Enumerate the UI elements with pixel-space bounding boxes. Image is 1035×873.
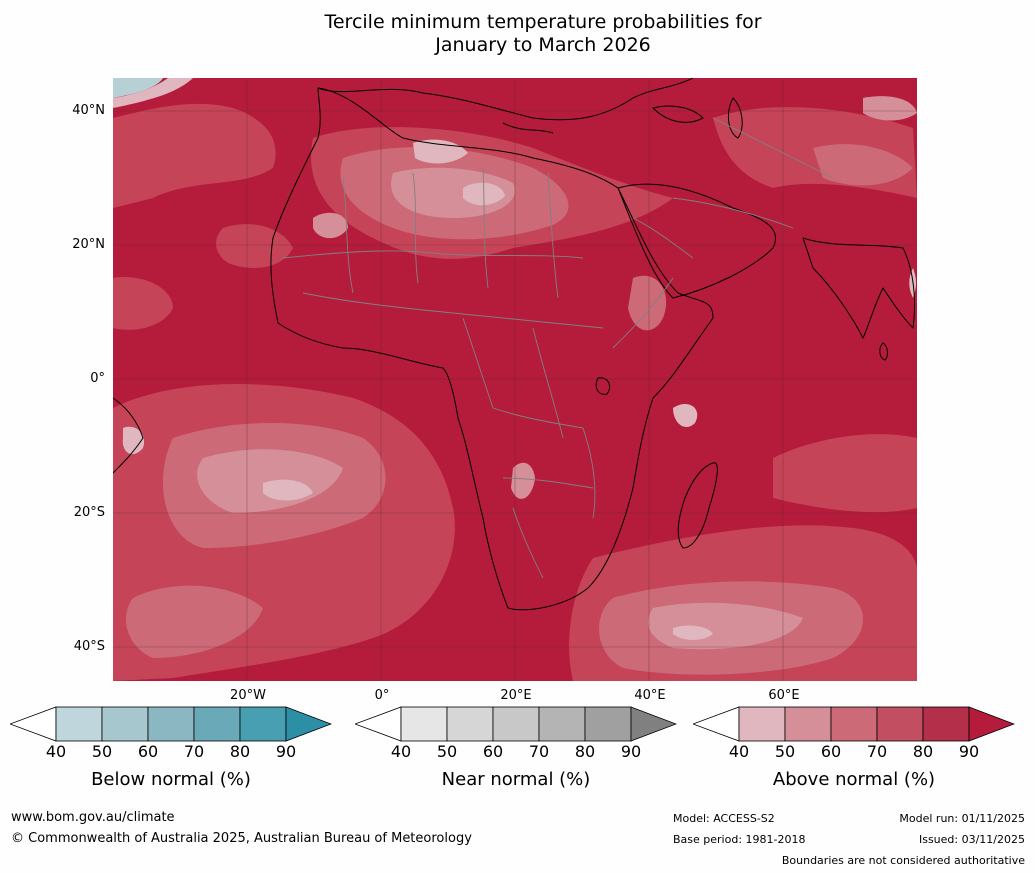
country-borders	[282, 117, 834, 579]
cbar-near-60-70	[492, 706, 540, 742]
tick-near-90: 90	[620, 742, 642, 761]
cbar-below-80-90	[239, 706, 287, 742]
map-title: Tercile minimum temperature probabilitie…	[213, 11, 873, 57]
tick-above-70: 70	[866, 742, 888, 761]
tick-above-80: 80	[912, 742, 934, 761]
lat-label-0: 0°	[90, 371, 105, 386]
cbar-near-40-50	[400, 706, 448, 742]
colorbar-below-svg	[10, 706, 332, 742]
lat-label-20n: 20°N	[72, 237, 105, 252]
probability-map	[113, 78, 917, 681]
cool-patch	[113, 78, 163, 98]
cbar-above-under	[693, 706, 740, 742]
tick-near-50: 50	[436, 742, 458, 761]
cbar-below-70-80	[193, 706, 241, 742]
colorbar-near-normal	[355, 706, 677, 742]
tick-below-90: 90	[275, 742, 297, 761]
tick-below-40: 40	[45, 742, 67, 761]
lat-label-20s: 20°S	[73, 505, 105, 520]
tick-below-70: 70	[183, 742, 205, 761]
model-name: Model: ACCESS-S2	[673, 812, 775, 825]
colorbar-below-normal	[10, 706, 332, 742]
lon-label-40e: 40°E	[634, 688, 666, 703]
lon-label-20e: 20°E	[500, 688, 532, 703]
map-canvas	[113, 78, 917, 681]
colorbar-title-near: Near normal (%)	[441, 769, 591, 790]
lon-label-0: 0°	[374, 688, 390, 703]
light-patch-nw	[113, 78, 193, 108]
tick-near-80: 80	[574, 742, 596, 761]
lon-label-20w: 20°W	[230, 688, 266, 703]
cbar-above-60-70	[830, 706, 878, 742]
tick-near-40: 40	[390, 742, 412, 761]
tick-below-80: 80	[229, 742, 251, 761]
cbar-near-50-60	[446, 706, 494, 742]
colorbar-near-svg	[355, 706, 677, 742]
lon-label-60e: 60°E	[768, 688, 800, 703]
cbar-above-50-60	[784, 706, 832, 742]
cbar-near-under	[355, 706, 402, 742]
cbar-near-80-90	[584, 706, 632, 742]
title-line-2: January to March 2026	[435, 34, 651, 56]
title-line-1: Tercile minimum temperature probabilitie…	[324, 11, 762, 33]
tick-near-70: 70	[528, 742, 550, 761]
tick-above-60: 60	[820, 742, 842, 761]
cbar-near-70-80	[538, 706, 586, 742]
website-link[interactable]: www.bom.gov.au/climate	[11, 810, 175, 825]
coastlines	[113, 78, 915, 611]
tick-below-60: 60	[137, 742, 159, 761]
issued-date: Issued: 03/11/2025	[918, 833, 1025, 846]
lat-label-40n: 40°N	[72, 103, 105, 118]
copyright-text: © Commonwealth of Australia 2025, Austra…	[11, 831, 472, 846]
boundary-disclaimer: Boundaries are not considered authoritat…	[781, 854, 1025, 867]
tick-above-50: 50	[774, 742, 796, 761]
model-run: Model run: 01/11/2025	[899, 812, 1025, 825]
base-period: Base period: 1981-2018	[673, 833, 806, 846]
cbar-below-60-70	[147, 706, 195, 742]
tick-near-60: 60	[482, 742, 504, 761]
cbar-below-40-50	[55, 706, 103, 742]
cbar-above-80-90	[922, 706, 970, 742]
tick-below-50: 50	[91, 742, 113, 761]
colorbar-above-svg	[693, 706, 1015, 742]
colorbar-title-below: Below normal (%)	[91, 769, 251, 790]
colorbar-title-above: Above normal (%)	[772, 769, 936, 790]
cbar-above-40-50	[738, 706, 786, 742]
tick-above-40: 40	[728, 742, 750, 761]
cbar-near-over	[630, 706, 677, 742]
tick-above-90: 90	[958, 742, 980, 761]
lat-label-40s: 40°S	[73, 639, 105, 654]
cbar-below-under	[10, 706, 57, 742]
cbar-above-70-80	[876, 706, 924, 742]
cbar-below-50-60	[101, 706, 149, 742]
cbar-below-over	[285, 706, 332, 742]
colorbar-above-normal	[693, 706, 1015, 742]
cbar-above-over	[968, 706, 1015, 742]
